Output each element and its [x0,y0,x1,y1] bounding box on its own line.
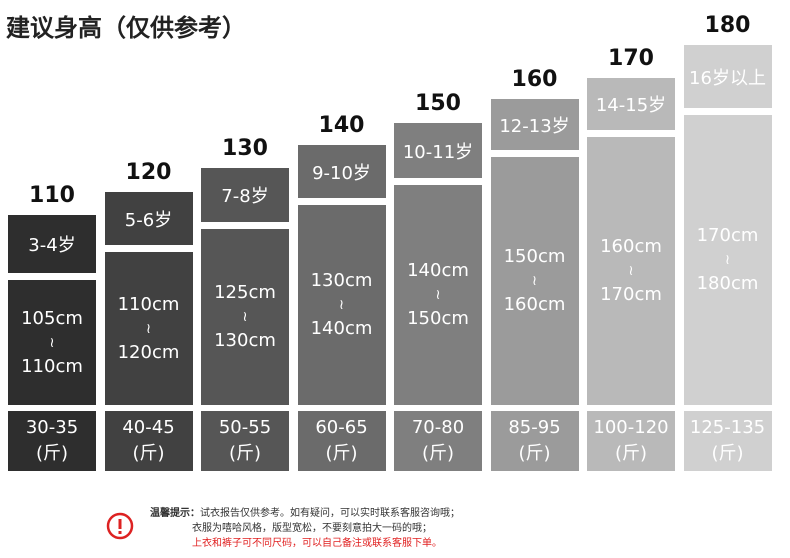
size-label: 160 [511,67,558,92]
weight-box: 50-55 (斤) [201,411,289,471]
notice: 温馨提示：试衣报告仅供参考。如有疑问，可以实时联系客服咨询哦； 衣服为嘻哈风格，… [150,506,750,551]
weight-unit: (斤) [325,443,358,464]
age-box: 14-15岁 [587,78,675,130]
height-box: 160cm ≀ 170cm [587,137,675,405]
height-sep: ≀ [145,320,152,337]
height-box: 125cm ≀ 130cm [201,229,289,405]
notice-line-1: 温馨提示：试衣报告仅供参考。如有疑问，可以实时联系客服咨询哦； [150,506,750,521]
height-box: 140cm ≀ 150cm [394,185,482,405]
notice-text: 试衣报告仅供参考。如有疑问，可以实时联系客服咨询哦； [200,508,460,519]
height-to: 120cm [117,341,180,363]
weight: 30-35 [25,417,79,438]
weight-box: 85-95 (斤) [490,411,579,471]
weight-unit: (斤) [132,443,165,464]
weight: 60-65 [315,417,368,438]
weight-unit: (斤) [228,443,262,464]
height-from: 110cm [117,293,180,315]
size-label: 120 [125,160,172,185]
weight-box: 125-135 (斤) [683,411,772,471]
weight-unit: (斤) [421,443,455,464]
age-box: 10-11岁 [394,123,482,178]
height-box: 110cm ≀ 120cm [104,252,193,405]
height-from: 170cm [696,225,759,246]
age-box: 12-13岁 [490,99,579,150]
weight: 85-95 [508,417,561,438]
weight-unit: (斤) [518,443,551,464]
age-box: 7-8岁 [201,168,289,222]
height-box: 130cm ≀ 140cm [297,205,386,405]
height-box: 150cm ≀ 160cm [490,157,579,405]
height-to: 140cm [310,318,373,339]
height-sep: ≀ [628,263,634,279]
weight-box: 40-45 (斤) [104,411,193,471]
height-from: 160cm [600,236,662,257]
height-sep: ≀ [724,252,731,268]
height-to: 130cm [214,330,276,351]
size-label: 150 [415,91,461,116]
notice-line-2: 衣服为嘻哈风格，版型宽松，不要刻意拍大一码的哦； [192,523,432,534]
height-box: 170cm ≀ 180cm [683,115,772,405]
weight: 125-135 [689,417,766,438]
height-to: 150cm [407,308,469,329]
weight-box: 60-65 (斤) [297,411,386,471]
size-label: 110 [29,183,75,208]
weight-unit: (斤) [35,443,69,464]
age-box: 5-6岁 [104,192,193,245]
height-sep: ≀ [531,273,538,289]
height-sep: ≀ [435,287,441,303]
age-box: 9-10岁 [297,145,386,198]
weight-box: 70-80 (斤) [394,411,482,471]
age-box: 3-4岁 [8,215,96,273]
size-label: 130 [222,136,268,161]
height-to: 160cm [503,294,566,315]
weight-unit: (斤) [711,443,744,464]
height-sep: ≀ [49,334,55,351]
weight: 50-55 [218,417,272,438]
title: 建议身高（仅供参考） [6,14,246,42]
weight: 70-80 [411,417,465,438]
height-from: 105cm [21,307,83,329]
notice-label: 温馨提示： [150,508,200,519]
weight-box: 30-35 (斤) [8,411,96,471]
weight-unit: (斤) [614,443,648,464]
size-label: 170 [608,46,654,71]
height-box: 105cm ≀ 110cm [8,280,96,405]
height-sep: ≀ [338,297,345,313]
height-from: 130cm [310,270,373,291]
weight: 40-45 [122,417,175,438]
size-label: 180 [704,13,751,38]
weight-box: 100-120 (斤) [587,411,675,471]
height-from: 150cm [503,246,566,267]
height-from: 140cm [407,260,469,281]
size-label: 140 [318,113,365,138]
height-from: 125cm [214,282,276,303]
weight: 100-120 [593,417,669,438]
warning-icon [106,512,134,540]
height-to: 170cm [600,284,662,305]
height-to: 180cm [696,273,759,294]
age-box: 16岁以上 [683,45,772,108]
height-sep: ≀ [242,309,248,325]
height-to: 110cm [21,355,83,377]
notice-line-3: 上衣和裤子可不同尺码，可以自己备注或联系客服下单。 [192,538,442,549]
